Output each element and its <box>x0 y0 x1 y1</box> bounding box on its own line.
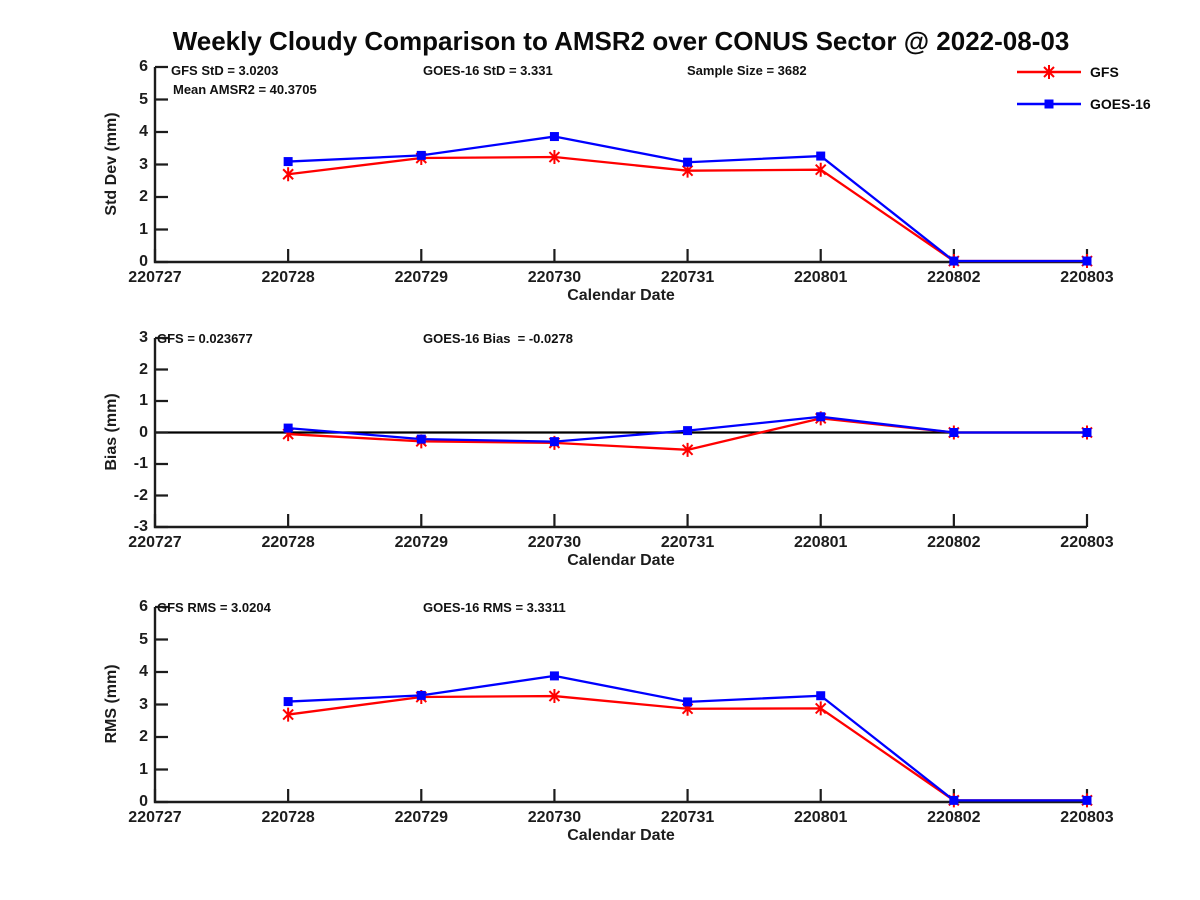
bias-subplot-annotation: GFS = 0.023677 <box>157 331 253 346</box>
std-dev-subplot-annotation: GFS StD = 3.0203 <box>171 63 279 78</box>
gfs-marker <box>815 701 827 716</box>
goes-16-marker <box>283 697 293 707</box>
rms-subplot-annotation: GFS RMS = 3.0204 <box>157 600 271 615</box>
std-dev-subplot-y-tick-label: 2 <box>139 188 148 205</box>
bias-subplot-x-tick-label: 220730 <box>527 534 582 551</box>
std-dev-subplot-x-tick-label: 220730 <box>527 269 582 286</box>
goes-16-marker <box>816 691 826 701</box>
rms-subplot-x-tick-label: 220729 <box>394 809 448 826</box>
rms-subplot-x-tick-label: 220802 <box>927 809 981 826</box>
std-dev-subplot-y-tick-label: 4 <box>139 123 148 140</box>
std-dev-subplot-x-tick-label: 220802 <box>927 269 981 286</box>
std-dev-subplot-y-tick-label: 1 <box>139 220 148 238</box>
legend-entry-gfs: GFS <box>1016 62 1119 82</box>
gfs-marker <box>681 442 694 457</box>
goes16-legend-marker-icon <box>1017 99 1081 109</box>
rms-subplot-x-tick-label: 220731 <box>660 809 715 826</box>
legend-entry-goes16: GOES-16 <box>1016 94 1151 114</box>
std-dev-subplot-y-tick-label: 6 <box>139 58 148 75</box>
bias-subplot-x-tick-label: 220803 <box>1060 534 1114 551</box>
bias-subplot-y-tick-label: -1 <box>133 455 148 472</box>
rms-subplot-x-tick-label: 220801 <box>794 809 848 826</box>
std-dev-subplot-goes-16-line <box>288 135 1087 263</box>
bias-subplot-y-tick-label: 1 <box>139 392 148 409</box>
goes-16-marker <box>816 412 826 422</box>
goes-16-marker <box>416 690 426 700</box>
rms-subplot-y-tick-label: 3 <box>139 695 148 713</box>
rms-subplot-y-tick-label: 1 <box>139 760 148 778</box>
std-dev-subplot-annotation: Sample Size = 3682 <box>687 63 807 78</box>
std-dev-subplot-x-tick-label: 220731 <box>660 269 715 286</box>
rms-subplot-axis <box>153 607 1087 804</box>
gfs-legend-marker-icon <box>1017 65 1081 79</box>
bias-subplot-y-tick-label: 3 <box>139 329 148 346</box>
bias-subplot-y-tick-label: -2 <box>133 486 148 504</box>
bias-subplot-annotation: GOES-16 Bias = -0.0278 <box>423 331 573 346</box>
bias-subplot-ticks <box>153 336 1089 529</box>
std-dev-subplot-annotation: GOES-16 StD = 3.331 <box>423 63 553 78</box>
std-dev-subplot-x-tick-label: 220729 <box>394 269 448 286</box>
bias-subplot-y-tick-label: 2 <box>139 360 148 378</box>
goes-16-marker <box>949 428 959 437</box>
std-dev-subplot-y-tick-label: 0 <box>139 253 148 270</box>
std-dev-subplot-x-tick-label: 220728 <box>261 269 315 286</box>
rms-subplot-x-tick-label: 220728 <box>261 809 315 826</box>
gfs-marker <box>282 167 294 182</box>
goes-16-marker <box>683 697 693 707</box>
bias-subplot-x-tick-label: 220728 <box>261 534 315 551</box>
goes-16-marker <box>949 256 959 266</box>
bias-subplot-y-tick-label: 0 <box>139 423 148 441</box>
std-dev-subplot-y-tick-label: 5 <box>139 90 148 108</box>
rms-subplot-y-tick-label: 5 <box>139 630 148 648</box>
bias-subplot-x-tick-label: 220731 <box>660 534 715 551</box>
rms-subplot-ticks <box>153 605 1089 804</box>
gfs-marker <box>548 689 561 704</box>
std-dev-subplot-y-tick-label: 3 <box>139 155 148 173</box>
x-axis-label-bias: Calendar Date <box>567 552 675 569</box>
gfs-marker <box>815 162 827 177</box>
x-axis-label-rms: Calendar Date <box>567 827 675 844</box>
goes-16-marker <box>283 157 293 167</box>
goes-16-marker <box>416 434 426 444</box>
figure-title: Weekly Cloudy Comparison to AMSR2 over C… <box>172 26 1070 56</box>
x-axis-label-stddev: Calendar Date <box>567 287 675 304</box>
std-dev-subplot-x-tick-label: 220727 <box>128 269 182 286</box>
rms-subplot-y-tick-label: 0 <box>139 793 148 810</box>
goes-16-marker <box>1082 428 1092 437</box>
goes-16-marker <box>549 671 559 681</box>
rms-subplot-x-tick-label: 220730 <box>527 809 582 826</box>
gfs-marker <box>282 707 294 722</box>
std-dev-subplot-x-tick-label: 220801 <box>794 269 848 286</box>
std-dev-subplot-annotation: Mean AMSR2 = 40.3705 <box>173 82 317 97</box>
goes-16-marker <box>683 157 693 167</box>
legend-label-gfs: GFS <box>1090 64 1119 80</box>
goes-16-marker <box>549 437 559 447</box>
rms-subplot-annotation: GOES-16 RMS = 3.3311 <box>423 600 566 615</box>
bias-subplot-y-tick-label: -3 <box>133 518 148 535</box>
goes-16-marker <box>549 132 559 142</box>
goes-16-marker <box>1082 256 1092 266</box>
rms-subplot-x-tick-label: 220727 <box>128 809 182 826</box>
goes-16-marker <box>1082 795 1092 805</box>
rms-subplot-y-tick-label: 4 <box>139 663 148 680</box>
bias-subplot-x-tick-label: 220802 <box>927 534 981 551</box>
bias-subplot-x-tick-label: 220727 <box>128 534 182 551</box>
rms-subplot-goes-16-line <box>288 674 1087 802</box>
bias-subplot-x-tick-label: 220801 <box>794 534 848 551</box>
goes-16-marker <box>949 795 959 805</box>
goes-16-marker <box>283 423 293 433</box>
std-dev-subplot-x-tick-label: 220803 <box>1060 269 1114 286</box>
rms-subplot-x-tick-label: 220803 <box>1060 809 1114 826</box>
goes-16-marker <box>683 426 693 436</box>
goes-16-marker <box>816 151 826 161</box>
rms-subplot-y-tick-label: 2 <box>139 728 148 745</box>
gfs-marker <box>548 150 561 165</box>
goes-16-marker <box>416 150 426 160</box>
bias-subplot-x-tick-label: 220729 <box>394 534 448 551</box>
rms-subplot-y-tick-label: 6 <box>139 598 148 615</box>
legend-label-goes16: GOES-16 <box>1090 96 1151 112</box>
